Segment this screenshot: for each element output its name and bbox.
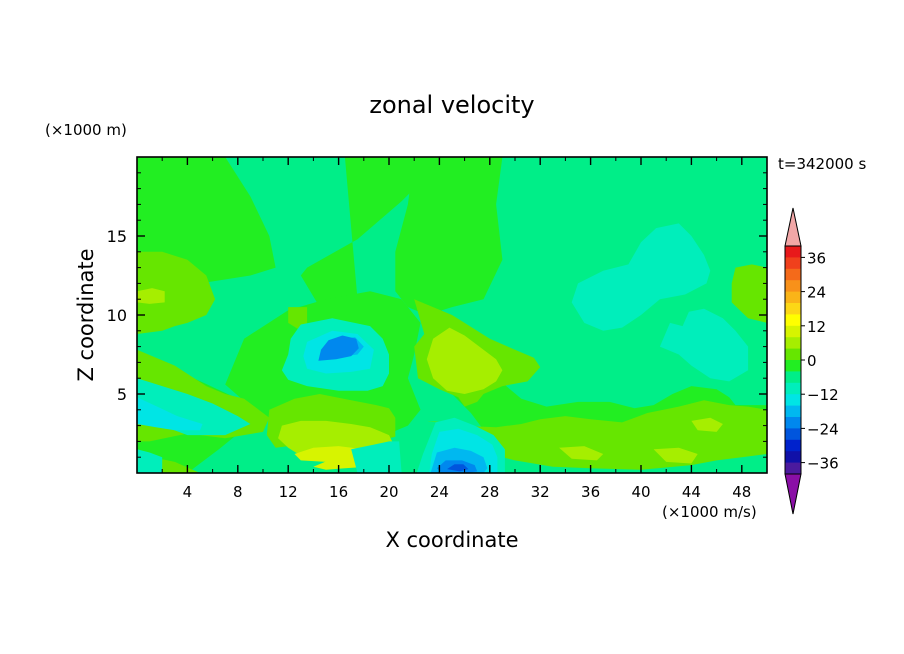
x-tick-label: 28: [480, 483, 499, 501]
x-tick-label: 20: [379, 483, 398, 501]
colorbar-tick-label: 24: [807, 284, 826, 302]
colorbar-swatch: [785, 348, 801, 361]
x-tick-label: 32: [531, 483, 550, 501]
y-tick-label: 15: [107, 227, 127, 246]
x-axis-units: (×1000 m/s): [662, 503, 757, 521]
contour-region-35: [318, 335, 359, 361]
contour-region-29: [137, 449, 163, 473]
x-tick-label: 40: [631, 483, 650, 501]
y-tick-label: 10: [107, 306, 127, 325]
x-tick-label: 4: [183, 483, 193, 501]
contour-region-20: [691, 417, 723, 432]
colorbar-swatch: [785, 257, 801, 270]
contour-region-14: [731, 264, 767, 323]
colorbar-swatch: [785, 314, 801, 327]
colorbar-swatch: [785, 325, 801, 338]
colorbar-swatch: [785, 360, 801, 372]
x-tick-label: 24: [430, 483, 449, 501]
contour-region-27: [659, 308, 749, 382]
colorbar-swatch: [785, 405, 801, 418]
colorbar-swatch: [785, 417, 801, 429]
contour-region-37: [447, 464, 469, 472]
y-axis-units: (×1000 m): [45, 121, 127, 139]
contour-region-22: [313, 458, 368, 470]
colorbar-swatch: [785, 303, 801, 315]
contour-region-7: [137, 251, 216, 334]
contour-region-1: [300, 157, 415, 308]
colorbar-tick-label: −12: [807, 386, 839, 404]
colorbar-top-arrow: [784, 207, 802, 247]
contour-region-17: [426, 327, 503, 394]
colorbar-swatch: [785, 462, 801, 475]
colorbar-tick-label: −24: [807, 420, 839, 438]
colorbar-swatch: [785, 382, 801, 395]
colorbar-swatch: [785, 371, 801, 384]
x-tick-label: 8: [233, 483, 243, 501]
colorbar-swatch: [785, 246, 801, 258]
y-axis-ticks: 5 10 15: [107, 172, 767, 458]
contour-region-19: [653, 447, 698, 464]
chart-title: zonal velocity: [369, 91, 534, 119]
y-tick-label: 5: [117, 385, 127, 404]
time-label: t=342000 s: [778, 155, 866, 173]
x-axis-label: X coordinate: [385, 528, 518, 552]
x-tick-label: 16: [329, 483, 348, 501]
x-tick-label: 12: [279, 483, 298, 501]
colorbar-swatch: [785, 451, 801, 464]
x-axis-ticks: 4 8 12 16 20 24 28 32 36 40 44 48: [161, 157, 751, 501]
colorbar-tick-label: 0: [807, 352, 817, 370]
colorbar-tick-label: 12: [807, 318, 826, 336]
colorbar-bottom-arrow: [784, 473, 802, 515]
colorbar-tick-label: 36: [807, 249, 826, 267]
colorbar-swatch: [785, 280, 801, 293]
x-tick-label: 48: [732, 483, 751, 501]
y-axis-label: Z coordinate: [74, 248, 98, 381]
colorbar-swatch: [785, 291, 801, 304]
colorbar-swatch: [785, 439, 801, 452]
contour-region-31: [137, 397, 203, 431]
x-tick-label: 44: [682, 483, 701, 501]
contour-region-2: [395, 157, 503, 315]
contour-region-15: [137, 288, 165, 304]
contour-regions: [137, 157, 767, 473]
contour-region-18: [559, 446, 604, 461]
colorbar-swatch: [785, 394, 801, 407]
colorbar: 36 24 12 0 −12 −24 −36: [784, 207, 839, 515]
colorbar-swatch: [785, 337, 801, 350]
contour-region-26: [571, 223, 711, 331]
colorbar-swatch: [785, 268, 801, 281]
colorbar-swatch: [785, 428, 801, 441]
x-tick-label: 36: [581, 483, 600, 501]
colorbar-tick-label: −36: [807, 455, 839, 473]
